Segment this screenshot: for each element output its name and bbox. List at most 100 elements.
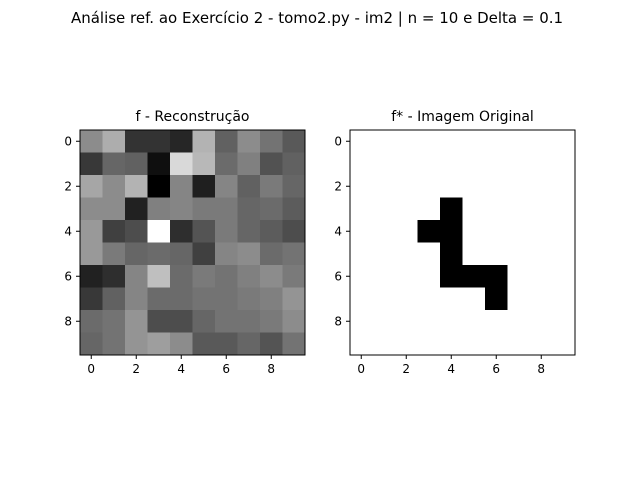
original-cell-r7-c8 [530,287,553,311]
reconstruction-cell-r9-c4 [170,332,193,356]
reconstruction-cell-r7-c6 [215,287,238,311]
original-cell-r4-c9 [552,220,576,243]
original-cell-r9-c9 [552,332,576,356]
original-cell-r7-c6 [485,287,508,311]
reconstruction-cell-r5-c2 [125,242,148,266]
reconstruction-cell-r0-c8 [260,130,283,153]
original-cell-r8-c4 [440,310,463,333]
original-cell-r7-c9 [552,287,576,311]
original-cell-r6-c5 [462,265,486,288]
original-cell-r5-c5 [462,242,486,266]
original-cell-r6-c3 [417,265,441,288]
reconstruction-cell-r3-c4 [170,197,193,221]
reconstruction-cell-r6-c6 [215,265,238,288]
reconstruction-cell-r2-c9 [282,175,306,198]
original-cell-r7-c5 [462,287,486,311]
reconstruction-cell-r1-c7 [237,152,261,176]
reconstruction-cell-r3-c9 [282,197,306,221]
original-cell-r7-c3 [417,287,441,311]
original-cell-r1-c4 [440,152,463,176]
original-ytick-label-2: 2 [334,179,342,193]
reconstruction-ytick-label-2: 2 [64,179,72,193]
reconstruction-cell-r1-c0 [80,152,103,176]
original-title: f* - Imagem Original [391,109,534,125]
original-cell-r4-c1 [372,220,396,243]
reconstruction-cell-r1-c5 [192,152,216,176]
reconstruction-cell-r8-c0 [80,310,103,333]
reconstruction-cell-r5-c4 [170,242,193,266]
original-panel: f* - Imagem Original 0 2 4 6 8 0 2 4 6 8 [334,109,576,376]
original-cell-r3-c9 [552,197,576,221]
original-cell-r5-c1 [372,242,396,266]
reconstruction-cell-r4-c8 [260,220,283,243]
reconstruction-cell-r8-c3 [147,310,171,333]
reconstruction-cell-r9-c8 [260,332,283,356]
original-cell-r3-c1 [372,197,396,221]
original-cell-r6-c6 [485,265,508,288]
original-cell-r9-c8 [530,332,553,356]
original-cell-r1-c8 [530,152,553,176]
reconstruction-panel: f - Reconstrução 0 2 4 6 8 0 2 4 6 8 [64,109,306,376]
reconstruction-ytick-label-4: 4 [64,224,72,238]
original-cell-r2-c0 [350,175,373,198]
original-cell-r1-c5 [462,152,486,176]
reconstruction-cell-r0-c0 [80,130,103,153]
original-cell-r8-c3 [417,310,441,333]
reconstruction-cell-r2-c7 [237,175,261,198]
original-cell-r9-c4 [440,332,463,356]
reconstruction-cell-r2-c6 [215,175,238,198]
reconstruction-cell-r1-c6 [215,152,238,176]
original-cell-r0-c5 [462,130,486,153]
reconstruction-cell-r7-c4 [170,287,193,311]
original-cell-r9-c3 [417,332,441,356]
reconstruction-cell-r1-c8 [260,152,283,176]
reconstruction-cell-r6-c5 [192,265,216,288]
reconstruction-cell-r4-c3 [147,220,171,243]
original-cell-r1-c3 [417,152,441,176]
reconstruction-cell-r1-c4 [170,152,193,176]
reconstruction-cell-r4-c7 [237,220,261,243]
original-cell-r0-c9 [552,130,576,153]
original-cell-r8-c6 [485,310,508,333]
reconstruction-cell-r5-c9 [282,242,306,266]
original-ytick-label-8: 8 [334,314,342,328]
reconstruction-cell-r4-c0 [80,220,103,243]
original-cell-r2-c9 [552,175,576,198]
reconstruction-cell-r0-c9 [282,130,306,153]
reconstruction-xtick-label-6: 6 [222,362,230,376]
reconstruction-cell-r2-c5 [192,175,216,198]
original-cell-r8-c5 [462,310,486,333]
original-cell-r3-c7 [507,197,531,221]
original-cell-r1-c0 [350,152,373,176]
original-cell-r0-c7 [507,130,531,153]
reconstruction-cell-r5-c7 [237,242,261,266]
reconstruction-cell-r6-c7 [237,265,261,288]
reconstruction-cell-r1-c2 [125,152,148,176]
reconstruction-cell-r6-c2 [125,265,148,288]
reconstruction-cell-r0-c4 [170,130,193,153]
original-cell-r3-c8 [530,197,553,221]
reconstruction-cell-r8-c6 [215,310,238,333]
original-cell-r6-c9 [552,265,576,288]
reconstruction-cell-r7-c8 [260,287,283,311]
original-cell-r2-c4 [440,175,463,198]
original-cell-r1-c7 [507,152,531,176]
original-cell-r2-c8 [530,175,553,198]
original-cell-r0-c2 [395,130,418,153]
original-cell-r7-c0 [350,287,373,311]
reconstruction-cell-r9-c6 [215,332,238,356]
reconstruction-cell-r3-c3 [147,197,171,221]
reconstruction-cell-r8-c9 [282,310,306,333]
reconstruction-ytick-label-6: 6 [64,269,72,283]
reconstruction-cell-r9-c5 [192,332,216,356]
original-heatmap [350,130,576,356]
original-cell-r1-c6 [485,152,508,176]
reconstruction-cell-r4-c6 [215,220,238,243]
reconstruction-cell-r2-c2 [125,175,148,198]
original-cell-r5-c9 [552,242,576,266]
reconstruction-cell-r9-c0 [80,332,103,356]
reconstruction-cell-r0-c7 [237,130,261,153]
reconstruction-heatmap [80,130,306,356]
figure-suptitle: Análise ref. ao Exercício 2 - tomo2.py -… [71,9,563,27]
reconstruction-cell-r2-c8 [260,175,283,198]
